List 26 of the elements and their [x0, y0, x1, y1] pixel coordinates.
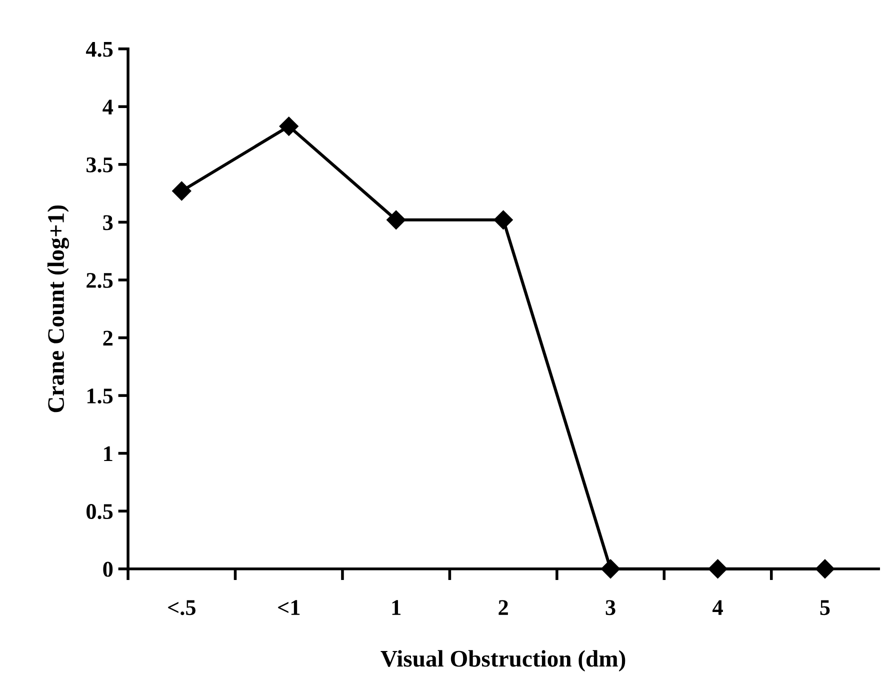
x-tick-label: 1	[392, 600, 400, 615]
y-tick-label: 4	[102, 100, 114, 114]
y-tick-label: 0.5	[86, 504, 113, 520]
y-tick-label: 4.5	[86, 42, 113, 57]
y-tick-label: 2.5	[86, 272, 113, 288]
y-tick-label: 2	[103, 330, 112, 346]
point	[708, 559, 728, 578]
x-axis-title: Visual Obstruction (dm)	[380, 650, 626, 672]
x-tick-label: 5	[820, 600, 830, 616]
point	[279, 116, 298, 136]
y-tick-label: 1	[104, 446, 112, 462]
y-tick-label: 1.5	[87, 388, 113, 404]
y-axis-title: Crane Count (log+1)	[47, 205, 70, 412]
y-tick-label: 0	[103, 562, 113, 577]
point	[494, 210, 513, 230]
x-tick-label: 4	[712, 600, 723, 615]
point	[815, 559, 835, 578]
point	[601, 559, 620, 578]
x-tick-label: 3	[606, 600, 616, 616]
y-tick-label: 3	[103, 215, 113, 230]
x-tick-label: <1	[278, 600, 300, 615]
point	[386, 210, 406, 230]
x-tick-label: <.5	[168, 600, 196, 616]
y-tick-label: 3.5	[86, 157, 113, 172]
x-tick-label: 2	[498, 600, 508, 615]
point	[172, 181, 192, 201]
